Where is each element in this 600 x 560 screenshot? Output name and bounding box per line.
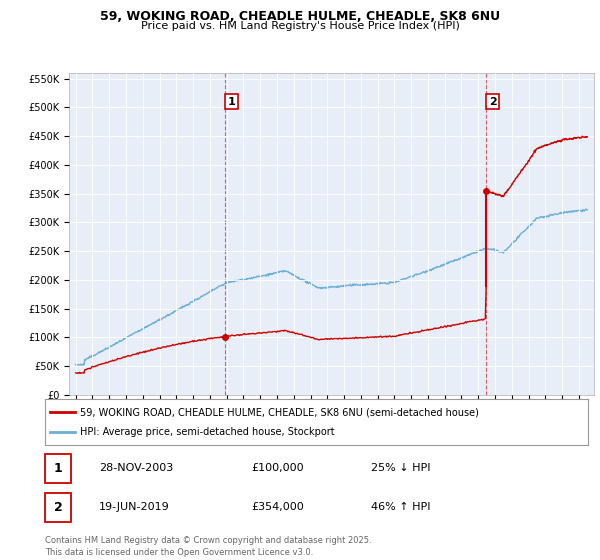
FancyBboxPatch shape [45,454,71,483]
Text: 1: 1 [53,461,62,475]
Text: Contains HM Land Registry data © Crown copyright and database right 2025.
This d: Contains HM Land Registry data © Crown c… [45,536,371,557]
Text: HPI: Average price, semi-detached house, Stockport: HPI: Average price, semi-detached house,… [80,427,335,437]
Text: Price paid vs. HM Land Registry's House Price Index (HPI): Price paid vs. HM Land Registry's House … [140,21,460,31]
Text: 59, WOKING ROAD, CHEADLE HULME, CHEADLE, SK8 6NU: 59, WOKING ROAD, CHEADLE HULME, CHEADLE,… [100,10,500,22]
Text: 2: 2 [53,501,62,514]
Text: 59, WOKING ROAD, CHEADLE HULME, CHEADLE, SK8 6NU (semi-detached house): 59, WOKING ROAD, CHEADLE HULME, CHEADLE,… [80,407,479,417]
Text: £100,000: £100,000 [251,463,304,473]
Text: 2: 2 [488,96,496,106]
Text: 25% ↓ HPI: 25% ↓ HPI [371,463,430,473]
Text: 19-JUN-2019: 19-JUN-2019 [100,502,170,512]
FancyBboxPatch shape [45,493,71,522]
Text: 28-NOV-2003: 28-NOV-2003 [100,463,173,473]
Text: £354,000: £354,000 [251,502,304,512]
Text: 1: 1 [227,96,235,106]
Text: 46% ↑ HPI: 46% ↑ HPI [371,502,430,512]
